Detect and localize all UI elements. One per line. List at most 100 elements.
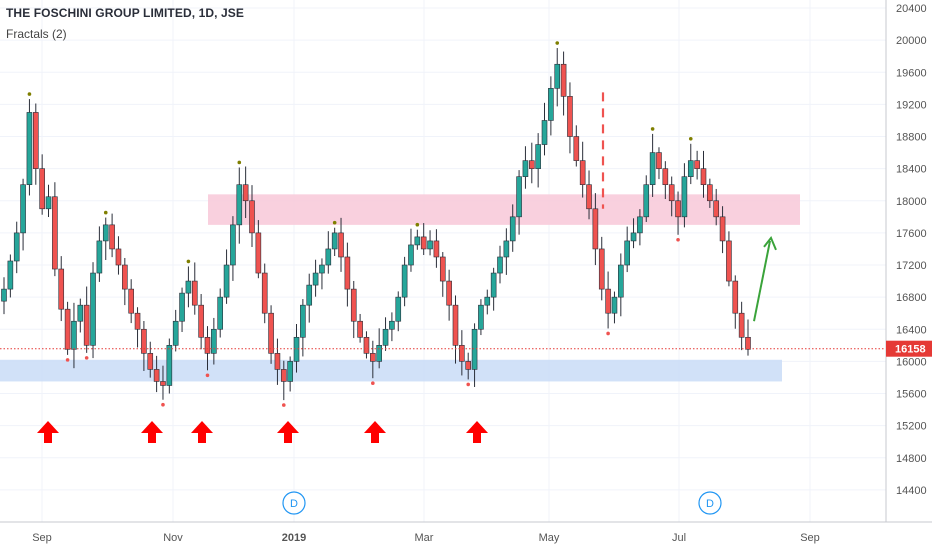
candle-body[interactable]	[312, 272, 319, 286]
candle-body[interactable]	[141, 328, 147, 354]
candle-body[interactable]	[363, 336, 370, 354]
candle-body[interactable]	[420, 236, 427, 250]
candle-body[interactable]	[471, 328, 478, 370]
candle-body[interactable]	[52, 196, 58, 270]
candle-body[interactable]	[668, 184, 675, 202]
candle-body[interactable]	[732, 280, 739, 314]
candle-body[interactable]	[7, 260, 14, 290]
candle-body[interactable]	[172, 320, 179, 346]
candle-body[interactable]	[261, 272, 268, 314]
candle-body[interactable]	[242, 184, 249, 202]
candle-body[interactable]	[516, 176, 522, 218]
candle-body[interactable]	[637, 216, 643, 234]
candle-body[interactable]	[249, 200, 255, 234]
candle-body[interactable]	[433, 240, 440, 258]
candle-body[interactable]	[408, 244, 414, 266]
candle-body[interactable]	[109, 224, 115, 250]
candle-body[interactable]	[319, 264, 325, 274]
candle-body[interactable]	[287, 361, 293, 382]
candle-body[interactable]	[382, 328, 389, 346]
candle-body[interactable]	[331, 232, 338, 250]
candle-body[interactable]	[153, 369, 160, 382]
candle-body[interactable]	[465, 361, 472, 370]
candle-body[interactable]	[191, 280, 198, 306]
candle-body[interactable]	[713, 200, 720, 218]
candle-body[interactable]	[624, 240, 630, 266]
candle-body[interactable]	[490, 272, 497, 298]
candle-body[interactable]	[439, 256, 446, 282]
candle-body[interactable]	[554, 63, 561, 89]
candle-body[interactable]	[656, 152, 662, 169]
candle-body[interactable]	[707, 184, 713, 202]
candle-body[interactable]	[503, 240, 510, 258]
candle-body[interactable]	[102, 224, 109, 242]
candle-body[interactable]	[700, 168, 707, 186]
candle-body[interactable]	[268, 312, 274, 354]
candle-body[interactable]	[32, 112, 39, 169]
candle-body[interactable]	[611, 296, 618, 314]
candle-body[interactable]	[344, 256, 351, 290]
candle-body[interactable]	[160, 381, 166, 386]
candle-body[interactable]	[643, 184, 650, 218]
candle-body[interactable]	[726, 240, 732, 282]
candle-body[interactable]	[649, 152, 656, 186]
candle-body[interactable]	[204, 336, 211, 354]
candle-body[interactable]	[719, 216, 726, 242]
candle-body[interactable]	[522, 160, 529, 177]
candle-body[interactable]	[64, 308, 71, 350]
candle-body[interactable]	[579, 160, 586, 186]
candle-body[interactable]	[598, 248, 605, 290]
candle-body[interactable]	[630, 232, 637, 242]
candle-body[interactable]	[694, 160, 700, 169]
candle-body[interactable]	[166, 345, 173, 386]
candle-body[interactable]	[573, 136, 580, 161]
candle-body[interactable]	[90, 272, 96, 346]
candle-body[interactable]	[675, 200, 681, 218]
candle-body[interactable]	[738, 312, 745, 338]
candle-body[interactable]	[662, 168, 669, 186]
candle-body[interactable]	[300, 304, 306, 338]
candle-body[interactable]	[376, 345, 382, 362]
candle-body[interactable]	[497, 256, 503, 274]
candle-body[interactable]	[1, 288, 7, 302]
candle-body[interactable]	[77, 304, 84, 322]
candle-body[interactable]	[509, 216, 516, 242]
candle-body[interactable]	[370, 353, 376, 362]
candle-body[interactable]	[605, 288, 611, 314]
candle-body[interactable]	[389, 320, 395, 330]
candle-body[interactable]	[427, 240, 433, 250]
candle-body[interactable]	[115, 248, 122, 266]
candle-body[interactable]	[83, 304, 90, 346]
candle-body[interactable]	[478, 304, 484, 330]
candle-body[interactable]	[13, 232, 20, 262]
candle-body[interactable]	[401, 264, 408, 298]
candle-body[interactable]	[198, 304, 204, 338]
candle-body[interactable]	[459, 345, 465, 362]
candle-body[interactable]	[134, 312, 141, 330]
candle-body[interactable]	[618, 264, 624, 298]
candle-body[interactable]	[58, 268, 65, 310]
candle-body[interactable]	[122, 264, 128, 290]
candle-body[interactable]	[681, 176, 688, 218]
candle-body[interactable]	[325, 248, 332, 266]
candle-body[interactable]	[71, 320, 77, 350]
candle-body[interactable]	[274, 353, 281, 370]
candle-body[interactable]	[357, 320, 363, 338]
candle-body[interactable]	[560, 63, 567, 97]
candle-body[interactable]	[26, 112, 33, 186]
candle-body[interactable]	[45, 196, 52, 210]
dividend-marker-icon[interactable]	[698, 491, 722, 515]
candle-body[interactable]	[223, 264, 230, 298]
candle-body[interactable]	[293, 336, 300, 362]
candle-body[interactable]	[255, 232, 262, 274]
candle-body[interactable]	[586, 184, 592, 210]
candle-body[interactable]	[236, 184, 243, 226]
candle-body[interactable]	[185, 280, 192, 294]
candle-body[interactable]	[528, 160, 535, 169]
candle-body[interactable]	[395, 296, 402, 322]
candle-body[interactable]	[128, 288, 134, 314]
candle-body[interactable]	[280, 369, 287, 382]
candle-body[interactable]	[306, 284, 313, 306]
